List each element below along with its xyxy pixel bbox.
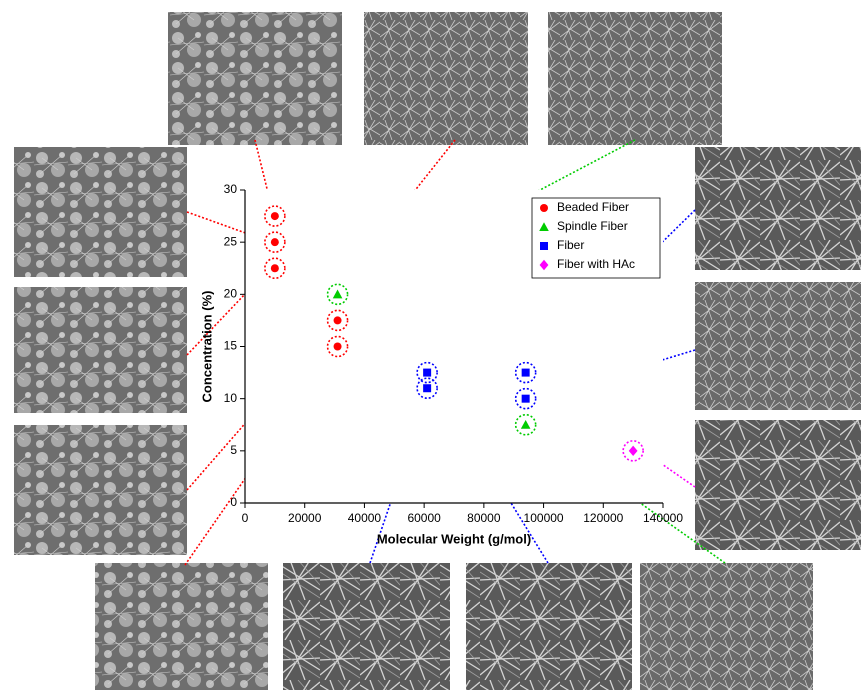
x-tick-label: 20000 [288, 511, 322, 525]
sem-image [695, 420, 861, 550]
sem-image [14, 425, 187, 555]
sem-image [95, 563, 268, 690]
legend-label: Fiber [557, 238, 584, 252]
sem-image [695, 147, 861, 270]
sem-image [548, 12, 722, 145]
y-tick-label: 10 [224, 391, 238, 405]
x-tick-label: 100000 [524, 511, 564, 525]
x-tick-label: 80000 [467, 511, 501, 525]
point [271, 212, 279, 220]
plot: 0 5 10 15 20 25 30 0 20000 40000 60000 80000 100000 1… [199, 182, 683, 546]
y-tick-label: 0 [230, 495, 237, 509]
point [271, 264, 279, 272]
sem-image [364, 12, 528, 145]
x-axis-label: Molecular Weight (g/mol) [377, 531, 531, 546]
sem-image [466, 563, 632, 690]
sem-image [14, 287, 187, 413]
x-tick-label: 40000 [348, 511, 382, 525]
point [423, 369, 431, 377]
x-tick-label: 120000 [583, 511, 623, 525]
legend-marker [540, 204, 548, 212]
y-tick-label: 30 [224, 182, 238, 196]
point [334, 316, 342, 324]
sem-image [283, 563, 450, 690]
point [522, 395, 530, 403]
y-tick-label: 20 [224, 287, 238, 301]
legend-label: Spindle Fiber [557, 219, 628, 233]
point [423, 384, 431, 392]
x-tick-label: 0 [242, 511, 249, 525]
point [522, 369, 530, 377]
sem-image [168, 12, 342, 145]
figure: 0 5 10 15 20 25 30 0 20000 40000 60000 80000 100000 1… [0, 0, 861, 690]
sem-image [14, 147, 187, 277]
x-tick-label: 60000 [407, 511, 441, 525]
y-tick-label: 5 [230, 443, 237, 457]
legend-label: Beaded Fiber [557, 200, 629, 214]
sem-image [640, 563, 813, 690]
sem-image [695, 282, 861, 410]
y-tick-label: 25 [224, 234, 238, 248]
legend-label: Fiber with HAc [557, 257, 635, 271]
point [334, 343, 342, 351]
x-tick-label: 140000 [643, 511, 683, 525]
point [271, 238, 279, 246]
legend-marker [540, 242, 548, 250]
y-axis-label: Concentration (%) [199, 291, 214, 403]
y-tick-label: 15 [224, 339, 238, 353]
